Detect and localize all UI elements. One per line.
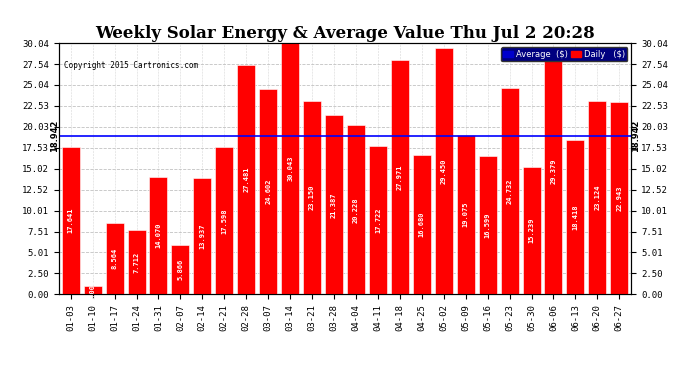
Bar <box>522 167 540 294</box>
Bar <box>347 125 365 294</box>
Text: 7.712: 7.712 <box>134 252 139 273</box>
Text: 24.602: 24.602 <box>265 179 271 204</box>
Text: 18.942: 18.942 <box>50 120 59 152</box>
Bar <box>237 64 255 294</box>
Text: 30.043: 30.043 <box>287 156 293 182</box>
Bar <box>106 223 124 294</box>
Bar <box>457 135 475 294</box>
Title: Weekly Solar Energy & Average Value Thu Jul 2 20:28: Weekly Solar Energy & Average Value Thu … <box>95 25 595 42</box>
Bar <box>610 102 629 294</box>
Text: 21.387: 21.387 <box>331 192 337 217</box>
Bar <box>391 60 409 294</box>
Bar <box>589 101 607 294</box>
Bar <box>566 140 584 294</box>
Text: 23.124: 23.124 <box>594 185 600 210</box>
Bar <box>281 43 299 294</box>
Text: 29.379: 29.379 <box>551 159 556 184</box>
Text: 24.732: 24.732 <box>506 178 513 204</box>
Bar <box>61 147 80 294</box>
Bar <box>128 230 146 294</box>
Text: 8.564: 8.564 <box>112 248 117 269</box>
Legend: Average  ($), Daily   ($): Average ($), Daily ($) <box>501 47 627 61</box>
Bar <box>544 49 562 294</box>
Text: 22.943: 22.943 <box>616 186 622 211</box>
Text: 29.450: 29.450 <box>441 159 446 184</box>
Bar <box>413 155 431 294</box>
Bar <box>303 101 321 294</box>
Text: 17.722: 17.722 <box>375 207 381 233</box>
Text: 23.150: 23.150 <box>309 185 315 210</box>
Text: 18.418: 18.418 <box>573 205 578 230</box>
Bar <box>83 286 101 294</box>
Bar <box>193 178 211 294</box>
Bar <box>259 88 277 294</box>
Text: 16.680: 16.680 <box>419 212 425 237</box>
Text: 18.942: 18.942 <box>631 120 640 152</box>
Bar <box>369 146 387 294</box>
Bar <box>215 147 233 294</box>
Text: 16.599: 16.599 <box>484 212 491 238</box>
Bar <box>500 87 519 294</box>
Text: 19.075: 19.075 <box>463 202 469 227</box>
Text: 20.228: 20.228 <box>353 197 359 222</box>
Text: 14.070: 14.070 <box>155 223 161 248</box>
Text: 27.971: 27.971 <box>397 165 403 190</box>
Bar <box>435 48 453 294</box>
Bar <box>479 156 497 294</box>
Text: 27.481: 27.481 <box>244 167 249 192</box>
Text: 5.866: 5.866 <box>177 259 184 280</box>
Bar <box>171 245 190 294</box>
Text: 1.006: 1.006 <box>90 279 96 301</box>
Text: 13.937: 13.937 <box>199 224 206 249</box>
Bar <box>150 177 168 294</box>
Bar <box>325 116 343 294</box>
Text: 17.641: 17.641 <box>68 208 74 233</box>
Text: 17.598: 17.598 <box>221 208 227 234</box>
Text: Copyright 2015 Cartronics.com: Copyright 2015 Cartronics.com <box>64 61 199 70</box>
Text: 15.239: 15.239 <box>529 218 535 243</box>
